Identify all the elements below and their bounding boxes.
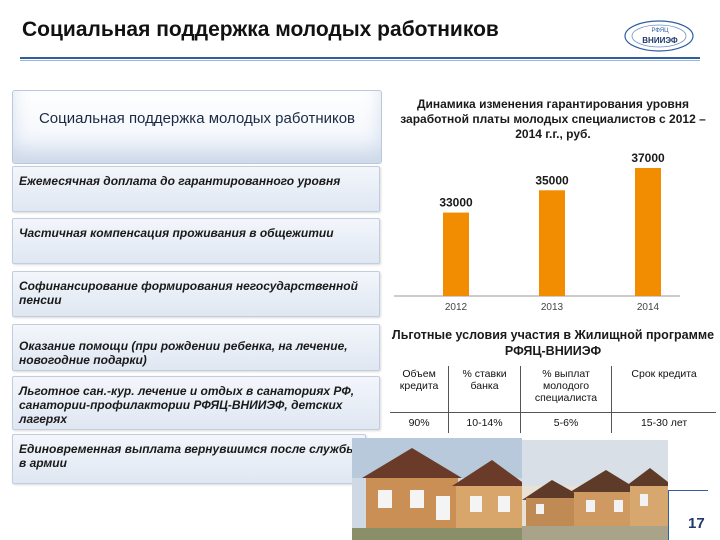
page-title: Социальная поддержка молодых работников (22, 18, 499, 41)
support-item-assistance: Оказание помощи (при рождении ребенка, н… (12, 324, 380, 371)
table-row: 90% 10-14% 5-6% 15-30 лет (390, 412, 716, 433)
column-header: Объем кредита (390, 366, 450, 413)
table-cell: 10-14% (448, 412, 521, 433)
housing-conditions-title: Льготные условия участия в Жилищной прог… (391, 328, 715, 358)
logo-top-text: РФЯЦ (651, 28, 669, 34)
title-divider (20, 57, 700, 59)
support-item-label: Единовременная выплата вернувшимся после… (19, 442, 357, 470)
title-divider-thin (20, 60, 700, 61)
column-header: % выплат молодого специалиста (520, 366, 613, 413)
corner-divider-horizontal (668, 490, 708, 491)
left-panel-heading: Социальная поддержка молодых работников (38, 110, 356, 127)
support-item-pension: Софинансирование формирования негосударс… (12, 271, 380, 317)
bar-value-label: 35000 (535, 173, 569, 187)
x-tick-label: 2014 (637, 302, 660, 313)
bar-value-label: 37000 (631, 151, 665, 165)
support-item-sanatorium: Льготное сан.-кур. лечение и отдых в сан… (12, 376, 380, 430)
table-cell: 90% (390, 412, 450, 433)
bar-2013 (539, 190, 565, 296)
bar-2014 (635, 168, 661, 296)
salary-bar-chart: 33000 2012 35000 2013 37000 2014 (394, 151, 680, 313)
logo-main-text: ВНИИЭФ (642, 36, 678, 45)
bar-2012 (443, 212, 469, 296)
table-cell: 5-6% (520, 412, 613, 433)
table-cell: 15-30 лет (640, 417, 688, 429)
support-item-label: Ежемесячная доплата до гарантированного … (19, 174, 341, 188)
support-item-label: Частичная компенсация проживания в общеж… (19, 226, 334, 240)
vniief-logo: РФЯЦ ВНИИЭФ (624, 20, 694, 52)
table-header-row: Объем кредита % ставки банка % выплат мо… (390, 366, 716, 413)
support-item-army-payment: Единовременная выплата вернувшимся после… (12, 434, 366, 484)
corner-divider-vertical (668, 490, 669, 540)
cottage-row-photo (522, 440, 668, 540)
column-header: % ставки банка (448, 366, 521, 413)
bar-value-label: 33000 (439, 196, 473, 210)
support-item-label: Льготное сан.-кур. лечение и отдых в сан… (19, 384, 355, 426)
support-item-dormitory: Частичная компенсация проживания в общеж… (12, 218, 380, 264)
support-item-label: Софинансирование формирования негосударс… (19, 279, 358, 307)
support-item-monthly-payment: Ежемесячная доплата до гарантированного … (12, 166, 380, 212)
townhouse-photo (352, 438, 522, 540)
chart-title: Динамика изменения гарантирования уровня… (400, 97, 706, 141)
housing-conditions-table: Объем кредита % ставки банка % выплат мо… (390, 366, 716, 433)
x-tick-label: 2013 (541, 302, 564, 313)
x-tick-label: 2012 (445, 302, 468, 313)
column-header: Срок кредита (611, 366, 716, 413)
support-item-label: Оказание помощи (при рождении ребенка, н… (19, 339, 348, 367)
slide-number: 17 (688, 515, 705, 532)
left-panel-heading-box: Социальная поддержка молодых работников (12, 90, 382, 164)
